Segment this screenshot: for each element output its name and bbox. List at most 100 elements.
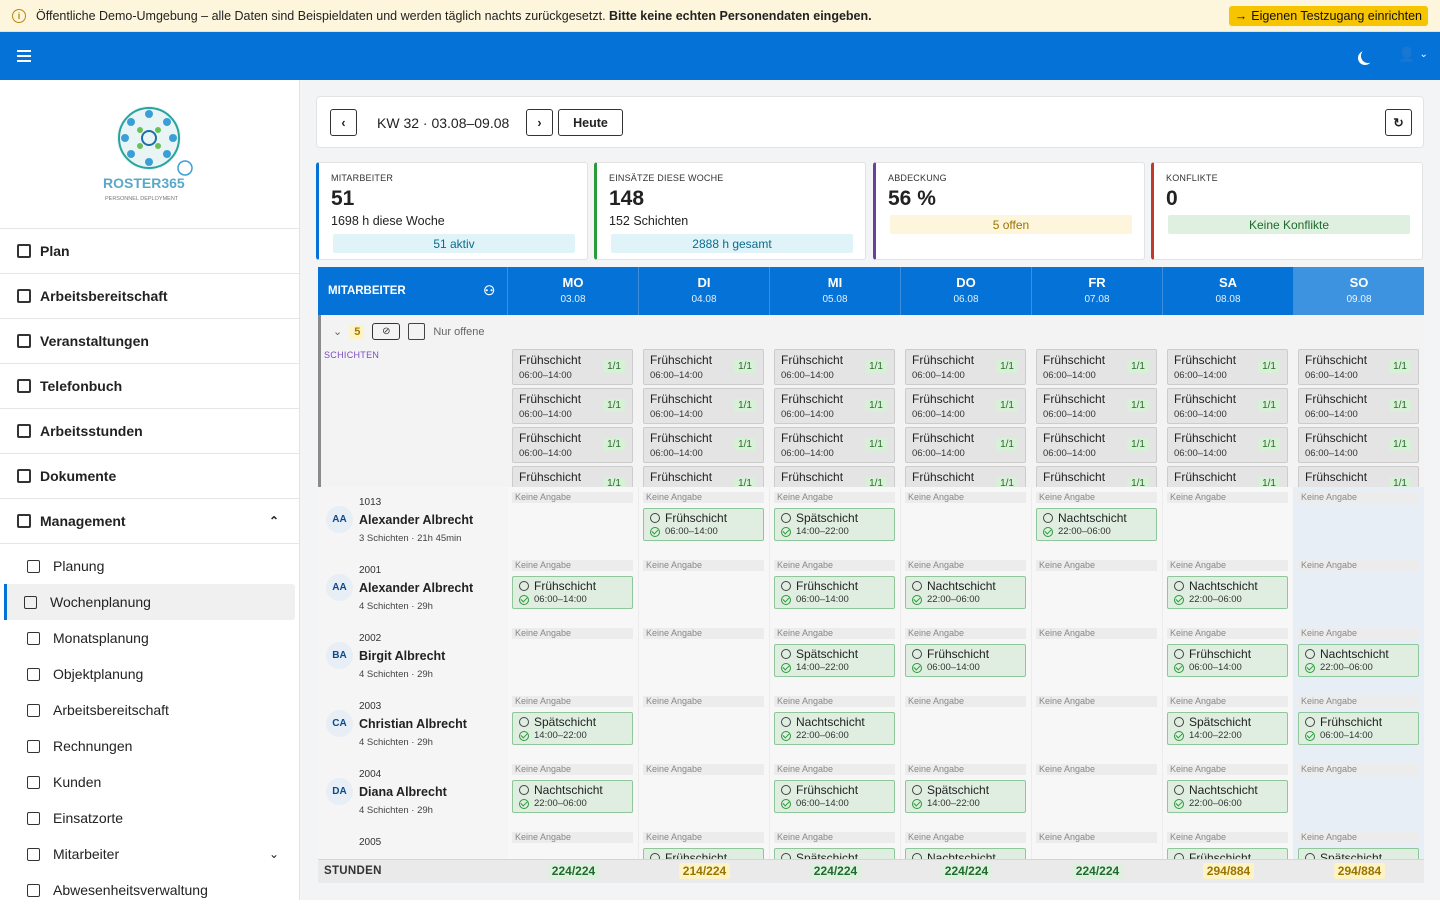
day-cell[interactable]: Keine Angabe — [901, 487, 1032, 555]
assigned-shift[interactable]: Nachtschicht 22:00–06:00 — [1167, 576, 1288, 609]
day-cell[interactable]: Keine Angabe — [1163, 487, 1294, 555]
assigned-shift[interactable]: Spätschicht 14:00–22:00 — [774, 508, 895, 541]
assigned-shift[interactable]: Frühschicht 06:00–14:00 — [774, 780, 895, 813]
assigned-shift[interactable]: Frühschicht 06:00–14:00 — [643, 508, 764, 541]
day-cell[interactable]: Keine Angabe — [1294, 487, 1424, 555]
assigned-shift[interactable]: Nachtschicht 22:00–06:00 — [1167, 780, 1288, 813]
nav-item-veranstaltungen[interactable]: Veranstaltungen — [0, 318, 299, 363]
assigned-shift[interactable]: Spätschicht 14:00–22:00 — [905, 780, 1026, 813]
day-cell[interactable]: Keine Angabe Spätschicht 14:00–22:00 — [1163, 691, 1294, 759]
refresh-icon[interactable]: ↻ — [1385, 109, 1412, 136]
assigned-shift[interactable]: Spätschicht 14:00–22:00 — [512, 712, 633, 745]
subnav-item-kunden[interactable]: Kunden — [4, 764, 295, 800]
day-cell[interactable]: Keine Angabe Nachtschicht 22:00–06:00 — [1163, 555, 1294, 623]
day-cell[interactable]: Keine Angabe — [1294, 555, 1424, 623]
day-cell[interactable]: Keine Angabe Frühschicht 06:00–14:00 — [901, 623, 1032, 691]
day-cell[interactable]: Keine Angabe Frühschicht 06:00–14:00 — [770, 555, 901, 623]
subnav-item-objektplanung[interactable]: Objektplanung — [4, 656, 295, 692]
day-header-so[interactable]: SO 09.08 — [1294, 267, 1424, 315]
collapse-chevron-icon[interactable]: ⌄ — [333, 326, 343, 338]
subnav-item-mitarbeiter[interactable]: Mitarbeiter ⌄ — [4, 836, 295, 872]
day-cell[interactable]: Keine Angabe Nachtschicht 22:00–06:00 — [901, 555, 1032, 623]
subnav-item-abwesenheitsverwaltung[interactable]: Abwesenheitsverwaltung — [4, 872, 295, 908]
day-cell[interactable]: Keine Angabe — [639, 759, 770, 827]
day-cell[interactable]: Keine Angabe Spätschicht 14:00–22:00 — [901, 759, 1032, 827]
employee-info[interactable]: AA 1013 Alexander Albrecht 3 Schichten · 21… — [318, 487, 508, 555]
only-open-checkbox[interactable] — [408, 323, 426, 340]
assigned-shift[interactable]: Frühschicht 06:00–14:00 — [512, 576, 633, 609]
subnav-item-planung[interactable]: Planung — [4, 548, 295, 584]
employee-info[interactable]: DA 2004 Diana Albrecht 4 Schichten · 29h — [318, 759, 508, 827]
subnav-item-wochenplanung[interactable]: Wochenplanung — [4, 584, 295, 620]
assigned-shift[interactable]: Frühschicht 06:00–14:00 — [774, 576, 895, 609]
day-cell[interactable]: Keine Angabe — [901, 691, 1032, 759]
subnav-item-einsatzorte[interactable]: Einsatzorte — [4, 800, 295, 836]
day-cell[interactable]: Keine Angabe Nachtschicht 22:00–06:00 — [1032, 487, 1163, 555]
day-header-do[interactable]: DO 06.08 — [901, 267, 1032, 315]
day-header-fr[interactable]: FR 07.08 — [1032, 267, 1163, 315]
day-cell[interactable]: Keine Angabe — [639, 555, 770, 623]
day-cell[interactable]: Keine Angabe Spätschicht 14:00–22:00 — [508, 691, 639, 759]
assigned-shift[interactable]: Nachtschicht 22:00–06:00 — [1298, 644, 1419, 677]
day-header-sa[interactable]: SA 08.08 — [1163, 267, 1294, 315]
nav-item-telefonbuch[interactable]: Telefonbuch — [0, 363, 299, 408]
previous-week-button[interactable]: ‹ — [330, 109, 357, 136]
assigned-shift[interactable]: Frühschicht 06:00–14:00 — [1167, 644, 1288, 677]
day-header-di[interactable]: DI 04.08 — [639, 267, 770, 315]
day-cell[interactable]: Keine Angabe Frühschicht 06:00–14:00 — [1163, 623, 1294, 691]
day-cell[interactable]: Keine Angabe — [1032, 555, 1163, 623]
user-menu-button[interactable]: 👤 ⌄ — [1398, 46, 1428, 63]
day-cell[interactable]: Keine Angabe Nachtschicht 22:00–06:00 — [1163, 759, 1294, 827]
day-cell[interactable]: Keine Angabe Spätschicht 14:00–22:00 — [770, 623, 901, 691]
nav-item-management[interactable]: Management ⌃ — [0, 498, 299, 543]
nav-item-dokumente[interactable]: Dokumente — [0, 453, 299, 498]
assigned-shift[interactable]: Frühschicht 06:00–14:00 — [1298, 712, 1419, 745]
assigned-shift[interactable]: Spätschicht 14:00–22:00 — [774, 644, 895, 677]
subnav-item-rechnungen[interactable]: Rechnungen — [4, 728, 295, 764]
assigned-shift[interactable]: Nachtschicht 22:00–06:00 — [1036, 508, 1157, 541]
day-header-mi[interactable]: MI 05.08 — [770, 267, 901, 315]
assigned-shift[interactable]: Nachtschicht 22:00–06:00 — [905, 576, 1026, 609]
employee-info[interactable]: BA 2002 Birgit Albrecht 4 Schichten · 29h — [318, 623, 508, 691]
today-button[interactable]: Heute — [558, 109, 623, 136]
assigned-shift[interactable]: Nachtschicht 22:00–06:00 — [774, 712, 895, 745]
nav-item-arbeitsstunden[interactable]: Arbeitsstunden — [0, 408, 299, 453]
day-cell[interactable]: Keine Angabe Nachtschicht 22:00–06:00 — [770, 691, 901, 759]
day-cell[interactable]: Keine Angabe — [639, 623, 770, 691]
nav-item-plan[interactable]: Plan — [0, 228, 299, 273]
day-cell[interactable]: Keine Angabe — [1032, 691, 1163, 759]
setup-test-account-button[interactable]: → Eigenen Testzugang einrichten — [1228, 6, 1428, 26]
day-cell[interactable]: Keine Angabe — [639, 691, 770, 759]
employee-info[interactable]: CA 2003 Christian Albrecht 4 Schichten · 29… — [318, 691, 508, 759]
day-cell[interactable]: Keine Angabe Frühschicht 06:00–14:00 — [639, 487, 770, 555]
day-cell[interactable]: Keine Angabe Nachtschicht 22:00–06:00 — [1294, 623, 1424, 691]
menu-icon[interactable] — [17, 50, 31, 62]
day-cell[interactable]: Keine Angabe — [1032, 623, 1163, 691]
assigned-shift[interactable]: Spätschicht 14:00–22:00 — [1167, 712, 1288, 745]
employee-info[interactable]: AA 2001 Alexander Albrecht 4 Schichten · 29… — [318, 555, 508, 623]
